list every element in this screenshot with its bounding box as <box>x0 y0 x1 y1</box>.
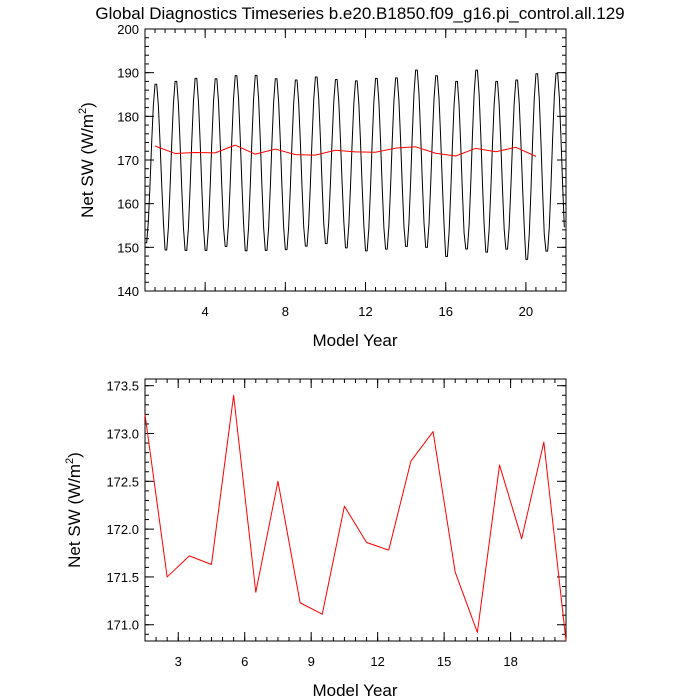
annual-mean-series-line <box>154 144 537 157</box>
top-axis-ticks <box>144 28 567 292</box>
top-x-axis-label: Model Year <box>312 331 397 350</box>
x-tick-label: 15 <box>437 654 451 669</box>
y-tick-label: 171.0 <box>106 618 139 633</box>
bottom-plot-frame <box>144 378 567 642</box>
x-tick-label: 4 <box>202 304 209 319</box>
bottom-axis-ticks <box>144 379 567 641</box>
monthly-series-line <box>145 69 565 260</box>
y-tick-label: 170 <box>117 153 139 168</box>
x-tick-label: 6 <box>241 654 248 669</box>
top-y-axis-label-close: ) <box>78 102 97 108</box>
x-tick-label: 9 <box>308 654 315 669</box>
y-tick-label: 173.5 <box>106 379 139 394</box>
y-tick-label: 150 <box>117 240 139 255</box>
x-tick-label: 20 <box>519 304 533 319</box>
y-tick-label: 171.5 <box>106 570 139 585</box>
y-tick-label: 140 <box>117 284 139 299</box>
bottom-x-axis-label: Model Year <box>312 681 397 700</box>
x-tick-label: 12 <box>358 304 372 319</box>
y-tick-label: 180 <box>117 109 139 124</box>
bottom-y-tick-labels: 171.0 171.5 172.0 172.5 173.0 173.5 <box>106 379 139 633</box>
top-series <box>145 69 565 260</box>
top-x-tick-labels: 4 8 12 16 20 <box>202 304 534 319</box>
x-tick-label: 18 <box>503 654 517 669</box>
x-tick-label: 3 <box>175 654 182 669</box>
x-tick-label: 12 <box>370 654 384 669</box>
x-tick-label: 16 <box>438 304 452 319</box>
top-y-axis-label-text: Net SW (W/m <box>78 114 97 218</box>
top-panel: 4 8 12 16 20 140 150 160 170 180 190 200 Model Yea… <box>77 22 567 350</box>
top-y-tick-labels: 140 150 160 170 180 190 200 <box>117 22 139 299</box>
bottom-y-axis-label: Net SW (W/m2) <box>64 452 84 568</box>
y-tick-label: 190 <box>117 66 139 81</box>
top-y-axis-label-sup: 2 <box>77 108 89 114</box>
x-tick-label: 8 <box>282 304 289 319</box>
y-tick-label: 160 <box>117 197 139 212</box>
bottom-panel: 3 6 9 12 15 18 171.0 171.5 172.0 172.5 173.0 173.5… <box>64 378 567 700</box>
top-y-axis-label: Net SW (W/m2) <box>77 102 97 218</box>
y-tick-label: 172.0 <box>106 522 139 537</box>
y-tick-label: 200 <box>117 22 139 37</box>
bottom-y-axis-label-text: Net SW (W/m <box>65 464 84 568</box>
chart-title: Global Diagnostics Timeseries b.e20.B185… <box>95 4 624 23</box>
y-tick-label: 172.5 <box>106 474 139 489</box>
y-tick-label: 173.0 <box>106 427 139 442</box>
bottom-y-axis-label-close: ) <box>65 452 84 458</box>
annual-mean-series-line <box>144 394 567 642</box>
top-plot-frame <box>144 28 567 292</box>
bottom-x-tick-labels: 3 6 9 12 15 18 <box>175 654 518 669</box>
bottom-series <box>144 394 567 642</box>
bottom-y-axis-label-sup: 2 <box>64 458 76 464</box>
